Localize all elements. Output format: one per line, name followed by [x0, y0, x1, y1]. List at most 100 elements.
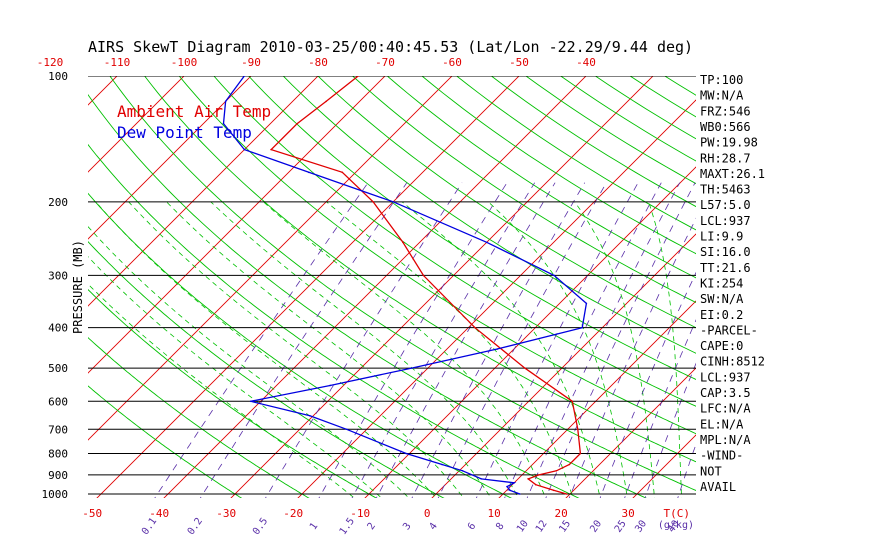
dry-adiabat-line [490, 76, 696, 208]
index-item: L57:5.0 [700, 198, 751, 212]
index-item: LI:9.9 [700, 230, 743, 244]
data-point [402, 241, 404, 244]
bottom-temp-tick: 20 [555, 507, 568, 520]
data-point [224, 100, 227, 103]
data-point [243, 76, 246, 77]
moist-adiabat-line [88, 283, 355, 498]
top-temp-tick: -40 [576, 56, 596, 69]
mixing-ratio-line [677, 443, 696, 498]
index-item: TT:21.6 [700, 261, 751, 275]
mixing-ratio-line [644, 362, 696, 498]
index-item: MAXT:26.1 [700, 167, 765, 181]
isotherm-line [88, 76, 185, 173]
data-point [325, 100, 327, 103]
mixing-ratio-line [411, 182, 586, 498]
data-point [568, 463, 571, 466]
isotherm-line [364, 166, 696, 498]
bottom-temp-tick: -30 [216, 507, 236, 520]
data-point [405, 452, 407, 455]
dry-adiabat-line [282, 76, 696, 354]
pressure-tick-label: 200 [48, 196, 68, 209]
mixing-ratio-tick: 2 [366, 521, 378, 532]
moist-adiabat-line [88, 256, 383, 498]
dry-adiabat-line [213, 76, 696, 407]
isotherm-line [498, 300, 696, 498]
data-point [496, 348, 499, 350]
data-point [555, 469, 558, 472]
index-item: LCL:937 [700, 370, 751, 384]
index-item: TP:100 [700, 73, 743, 87]
pressure-tick-label: 800 [48, 447, 68, 460]
isotherm-line [565, 367, 696, 498]
mixing-ratio-tick: 3 [401, 521, 413, 532]
mixing-ratio-line [199, 182, 408, 498]
dry-adiabat-line [109, 76, 696, 491]
mixing-ratio-unit: (g/kg) [658, 520, 694, 531]
data-point [243, 148, 246, 151]
mixing-ratio-line [351, 182, 536, 498]
top-temp-tick: -70 [375, 56, 395, 69]
dry-adiabat-line [88, 385, 243, 498]
mixing-ratio-line [545, 182, 696, 498]
index-item: SW:N/A [700, 292, 744, 306]
top-temp-tick: -100 [171, 56, 198, 69]
top-temp-tick: -90 [241, 56, 261, 69]
dry-adiabat-line [178, 76, 696, 435]
dry-adiabat-line [351, 76, 696, 304]
moist-adiabat-line [95, 201, 437, 498]
data-point [534, 483, 537, 486]
top-temp-tick-labels: -120 -110 -100 -90 -80 -70 -60 -50 -40 [37, 56, 596, 69]
data-point [307, 171, 310, 174]
isotherm-line [88, 76, 319, 307]
data-point [552, 489, 555, 492]
index-item: CAP:3.5 [700, 386, 751, 400]
dry-adiabat-line [247, 76, 696, 381]
dry-adiabat-line [88, 337, 310, 498]
pressure-tick-label: 500 [48, 362, 68, 375]
index-item: CAPE:0 [700, 339, 743, 353]
mixing-ratio-lines [154, 182, 696, 498]
top-temp-tick: -80 [308, 56, 328, 69]
pressure-tick-label: 300 [48, 269, 68, 282]
bottom-temp-unit: T(C) [664, 507, 691, 520]
data-point [422, 274, 425, 277]
index-item: -PARCEL- [700, 323, 758, 337]
data-point [392, 201, 394, 203]
bottom-temp-tick: 0 [424, 507, 431, 520]
index-item: EI:0.2 [700, 308, 743, 322]
dry-adiabat-line [663, 76, 696, 96]
ambient-air-temp-line [269, 76, 582, 495]
mixing-ratio-line [599, 271, 696, 498]
top-temp-tick: -120 [37, 56, 64, 69]
dry-adiabat-line [455, 76, 696, 231]
y-axis-label: PRESSURE (MB) [71, 240, 85, 334]
isotherm-line [431, 233, 696, 498]
sounding-series [222, 76, 588, 495]
data-point [345, 428, 348, 431]
data-point [565, 493, 568, 495]
index-item: CINH:8512 [700, 355, 765, 369]
mixing-ratio-line [568, 217, 696, 498]
mixing-ratio-line [154, 182, 369, 498]
bottom-temp-tick-labels: -50 -40 -30 -20 -10 0 10 20 30 T(C) [82, 507, 690, 520]
isotherm-line [762, 67, 870, 503]
bottom-temp-tick: -50 [82, 507, 102, 520]
dry-adiabat-line [421, 76, 696, 255]
moist-adiabat-line [128, 201, 465, 498]
bottom-temp-tick: 30 [622, 507, 635, 520]
index-item: NOT [700, 464, 722, 478]
data-point [341, 171, 344, 174]
data-point [474, 326, 476, 329]
mixing-ratio-tick: 15 [557, 519, 573, 535]
isotherm-line [88, 76, 252, 240]
data-point [538, 474, 540, 476]
data-point [571, 400, 574, 403]
index-item: TH:5463 [700, 183, 751, 197]
data-point [410, 367, 412, 369]
dew-point-temp-line [222, 76, 588, 495]
isotherm-line [88, 76, 386, 374]
data-point [513, 481, 516, 484]
isotherm-line [88, 76, 453, 441]
data-point [524, 367, 526, 369]
